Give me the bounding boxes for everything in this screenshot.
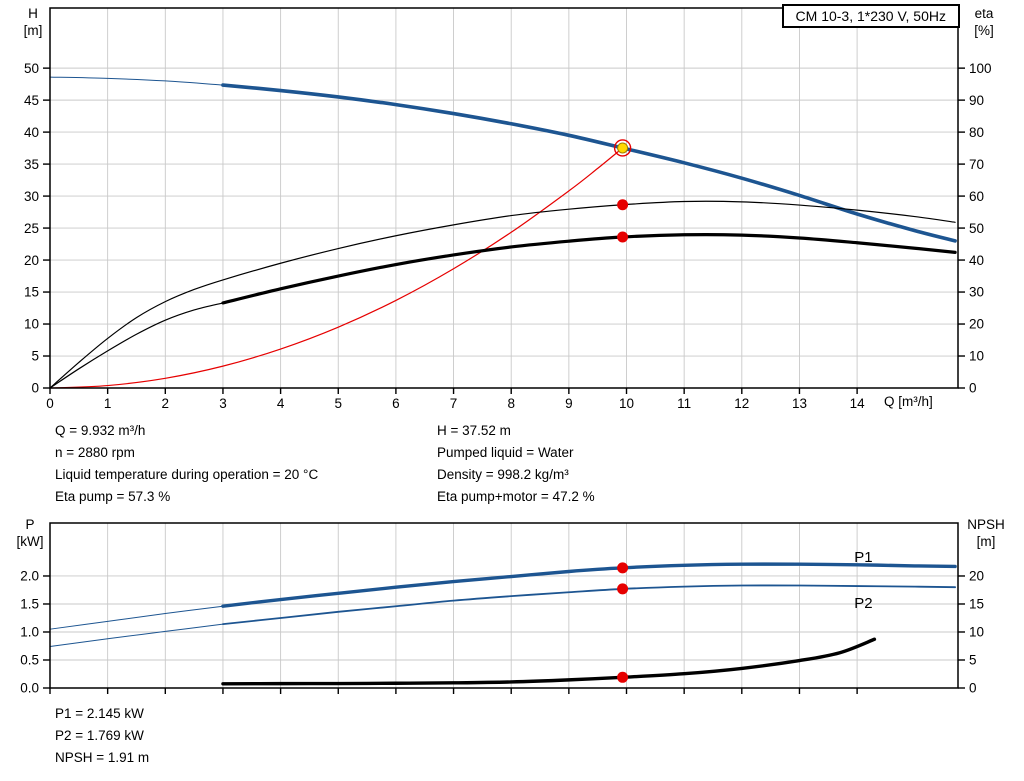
tick-label-x: 9: [565, 396, 573, 411]
npsh-axis-label: NPSH: [967, 517, 1005, 532]
tick-label-right: 20: [969, 317, 984, 332]
q-axis-title: Q [m³/h]: [884, 394, 933, 409]
duty-point: [617, 142, 629, 154]
tick-label-left: 40: [24, 125, 39, 140]
tick-label-left: 2.0: [20, 569, 39, 584]
tick-label-left: 5: [31, 349, 39, 364]
plot-border: [49, 7, 959, 389]
p1-curve: [221, 562, 957, 608]
power-npsh-chart-svg: P1 P2 0.0 0.5 1.0 1.5 2.0 0 5 10 15 20: [20, 522, 984, 696]
tick-label-right: 60: [969, 189, 984, 204]
eta-pump-curve: [49, 200, 956, 389]
tick-label-left: 20: [24, 253, 39, 268]
tick-label-right: 100: [969, 61, 992, 76]
tick-label-right: 40: [969, 253, 984, 268]
p-axis-label: P: [25, 517, 35, 532]
tick-label-left: 0.5: [20, 653, 39, 668]
tick-label-x: 12: [734, 396, 749, 411]
tick-label-right: 50: [969, 221, 984, 236]
system-curve: [49, 147, 624, 389]
operating-point-dot: [617, 671, 629, 683]
h-axis-title: H [m]: [14, 5, 52, 39]
p2-curve-min-flow: [49, 623, 224, 648]
p1-curve-min-flow: [49, 605, 224, 630]
npsh-curve: [221, 637, 877, 686]
eta-pump-motor-curve: [221, 233, 957, 305]
tick-label-x: 8: [507, 396, 515, 411]
plot-border: [49, 522, 959, 689]
anno-density: Density = 998.2 kg/m³: [437, 467, 569, 482]
tick-label-x: 10: [619, 396, 634, 411]
tick-label-left: 1.0: [20, 625, 39, 640]
anno-npsh: NPSH = 1.91 m: [55, 750, 150, 765]
tick-label-right: 15: [969, 597, 984, 612]
tick-label-right: 10: [969, 349, 984, 364]
p-axis-unit: [kW]: [16, 534, 44, 549]
tick-label-left: 1.5: [20, 597, 39, 612]
p2-curve-label: P2: [854, 595, 872, 612]
anno-head: H = 37.52 m: [437, 423, 511, 438]
tick-label-left: 15: [24, 285, 39, 300]
anno-flow: Q = 9.932 m³/h: [55, 423, 146, 438]
tick-label-left: 35: [24, 157, 39, 172]
tick-label-right: 10: [969, 625, 984, 640]
h-axis-unit: [m]: [23, 23, 43, 38]
operating-point-dot: [617, 562, 629, 574]
anno-liquid: Pumped liquid = Water: [437, 445, 574, 460]
anno-p2: P2 = 1.769 kW: [55, 728, 144, 743]
tick-label-x: 0: [46, 396, 54, 411]
tick-label-left: 45: [24, 93, 39, 108]
duty-point-ring: [613, 139, 632, 157]
tick-label-x: 5: [334, 396, 342, 411]
tick-label-right: 5: [969, 653, 977, 668]
head-efficiency-chart-svg: 0510152025303540455001020304050607080901…: [24, 7, 992, 411]
tick-label-right: 90: [969, 93, 984, 108]
tick-label-left: 30: [24, 189, 39, 204]
tick-label-x: 11: [677, 396, 691, 411]
tick-label-x: 3: [219, 396, 227, 411]
tick-label-x: 4: [277, 396, 285, 411]
tick-label-right: 0: [969, 681, 977, 696]
operating-point-dot: [617, 583, 629, 595]
pump-model-box: CM 10-3, 1*230 V, 50Hz: [781, 4, 960, 28]
tick-label-x: 6: [392, 396, 400, 411]
tick-label-left: 25: [24, 221, 39, 236]
anno-eta-pump-motor: Eta pump+motor = 47.2 %: [437, 489, 595, 504]
tick-label-x: 14: [850, 396, 866, 411]
npsh-axis-unit: [m]: [976, 534, 996, 549]
anno-eta-pump: Eta pump = 57.3 %: [55, 489, 171, 504]
eta-pump-motor-curve-min-flow: [49, 302, 224, 389]
tick-label-right: 30: [969, 285, 984, 300]
tick-label-left: 10: [24, 317, 39, 332]
tick-label-right: 80: [969, 125, 984, 140]
tick-label-x: 7: [450, 396, 458, 411]
tick-label-right: 20: [969, 569, 984, 584]
tick-label-x: 13: [792, 396, 807, 411]
operating-point-dot: [617, 231, 629, 243]
p1-curve-label: P1: [854, 549, 872, 566]
p2-curve: [222, 584, 957, 626]
tick-label-x: 2: [162, 396, 170, 411]
eta-axis-unit: [%]: [974, 23, 994, 38]
head-curve-min-flow: [49, 76, 224, 86]
anno-speed: n = 2880 rpm: [55, 445, 135, 460]
anno-temperature: Liquid temperature during operation = 20…: [55, 467, 319, 482]
p-axis-title: P [kW]: [8, 516, 52, 550]
eta-axis-label: eta: [974, 6, 994, 21]
npsh-axis-title: NPSH [m]: [954, 516, 1018, 550]
tick-label-right: 0: [969, 381, 977, 396]
tick-label-left: 0: [31, 381, 39, 396]
tick-label-left: 50: [24, 61, 39, 76]
anno-p1: P1 = 2.145 kW: [55, 706, 144, 721]
operating-point-dot: [617, 199, 629, 211]
tick-label-right: 70: [969, 157, 984, 172]
tick-label-left: 0.0: [20, 681, 39, 696]
eta-axis-title: eta [%]: [960, 5, 1008, 39]
h-axis-label: H: [28, 6, 38, 21]
tick-label-x: 1: [104, 396, 112, 411]
head-curve: [221, 83, 957, 243]
